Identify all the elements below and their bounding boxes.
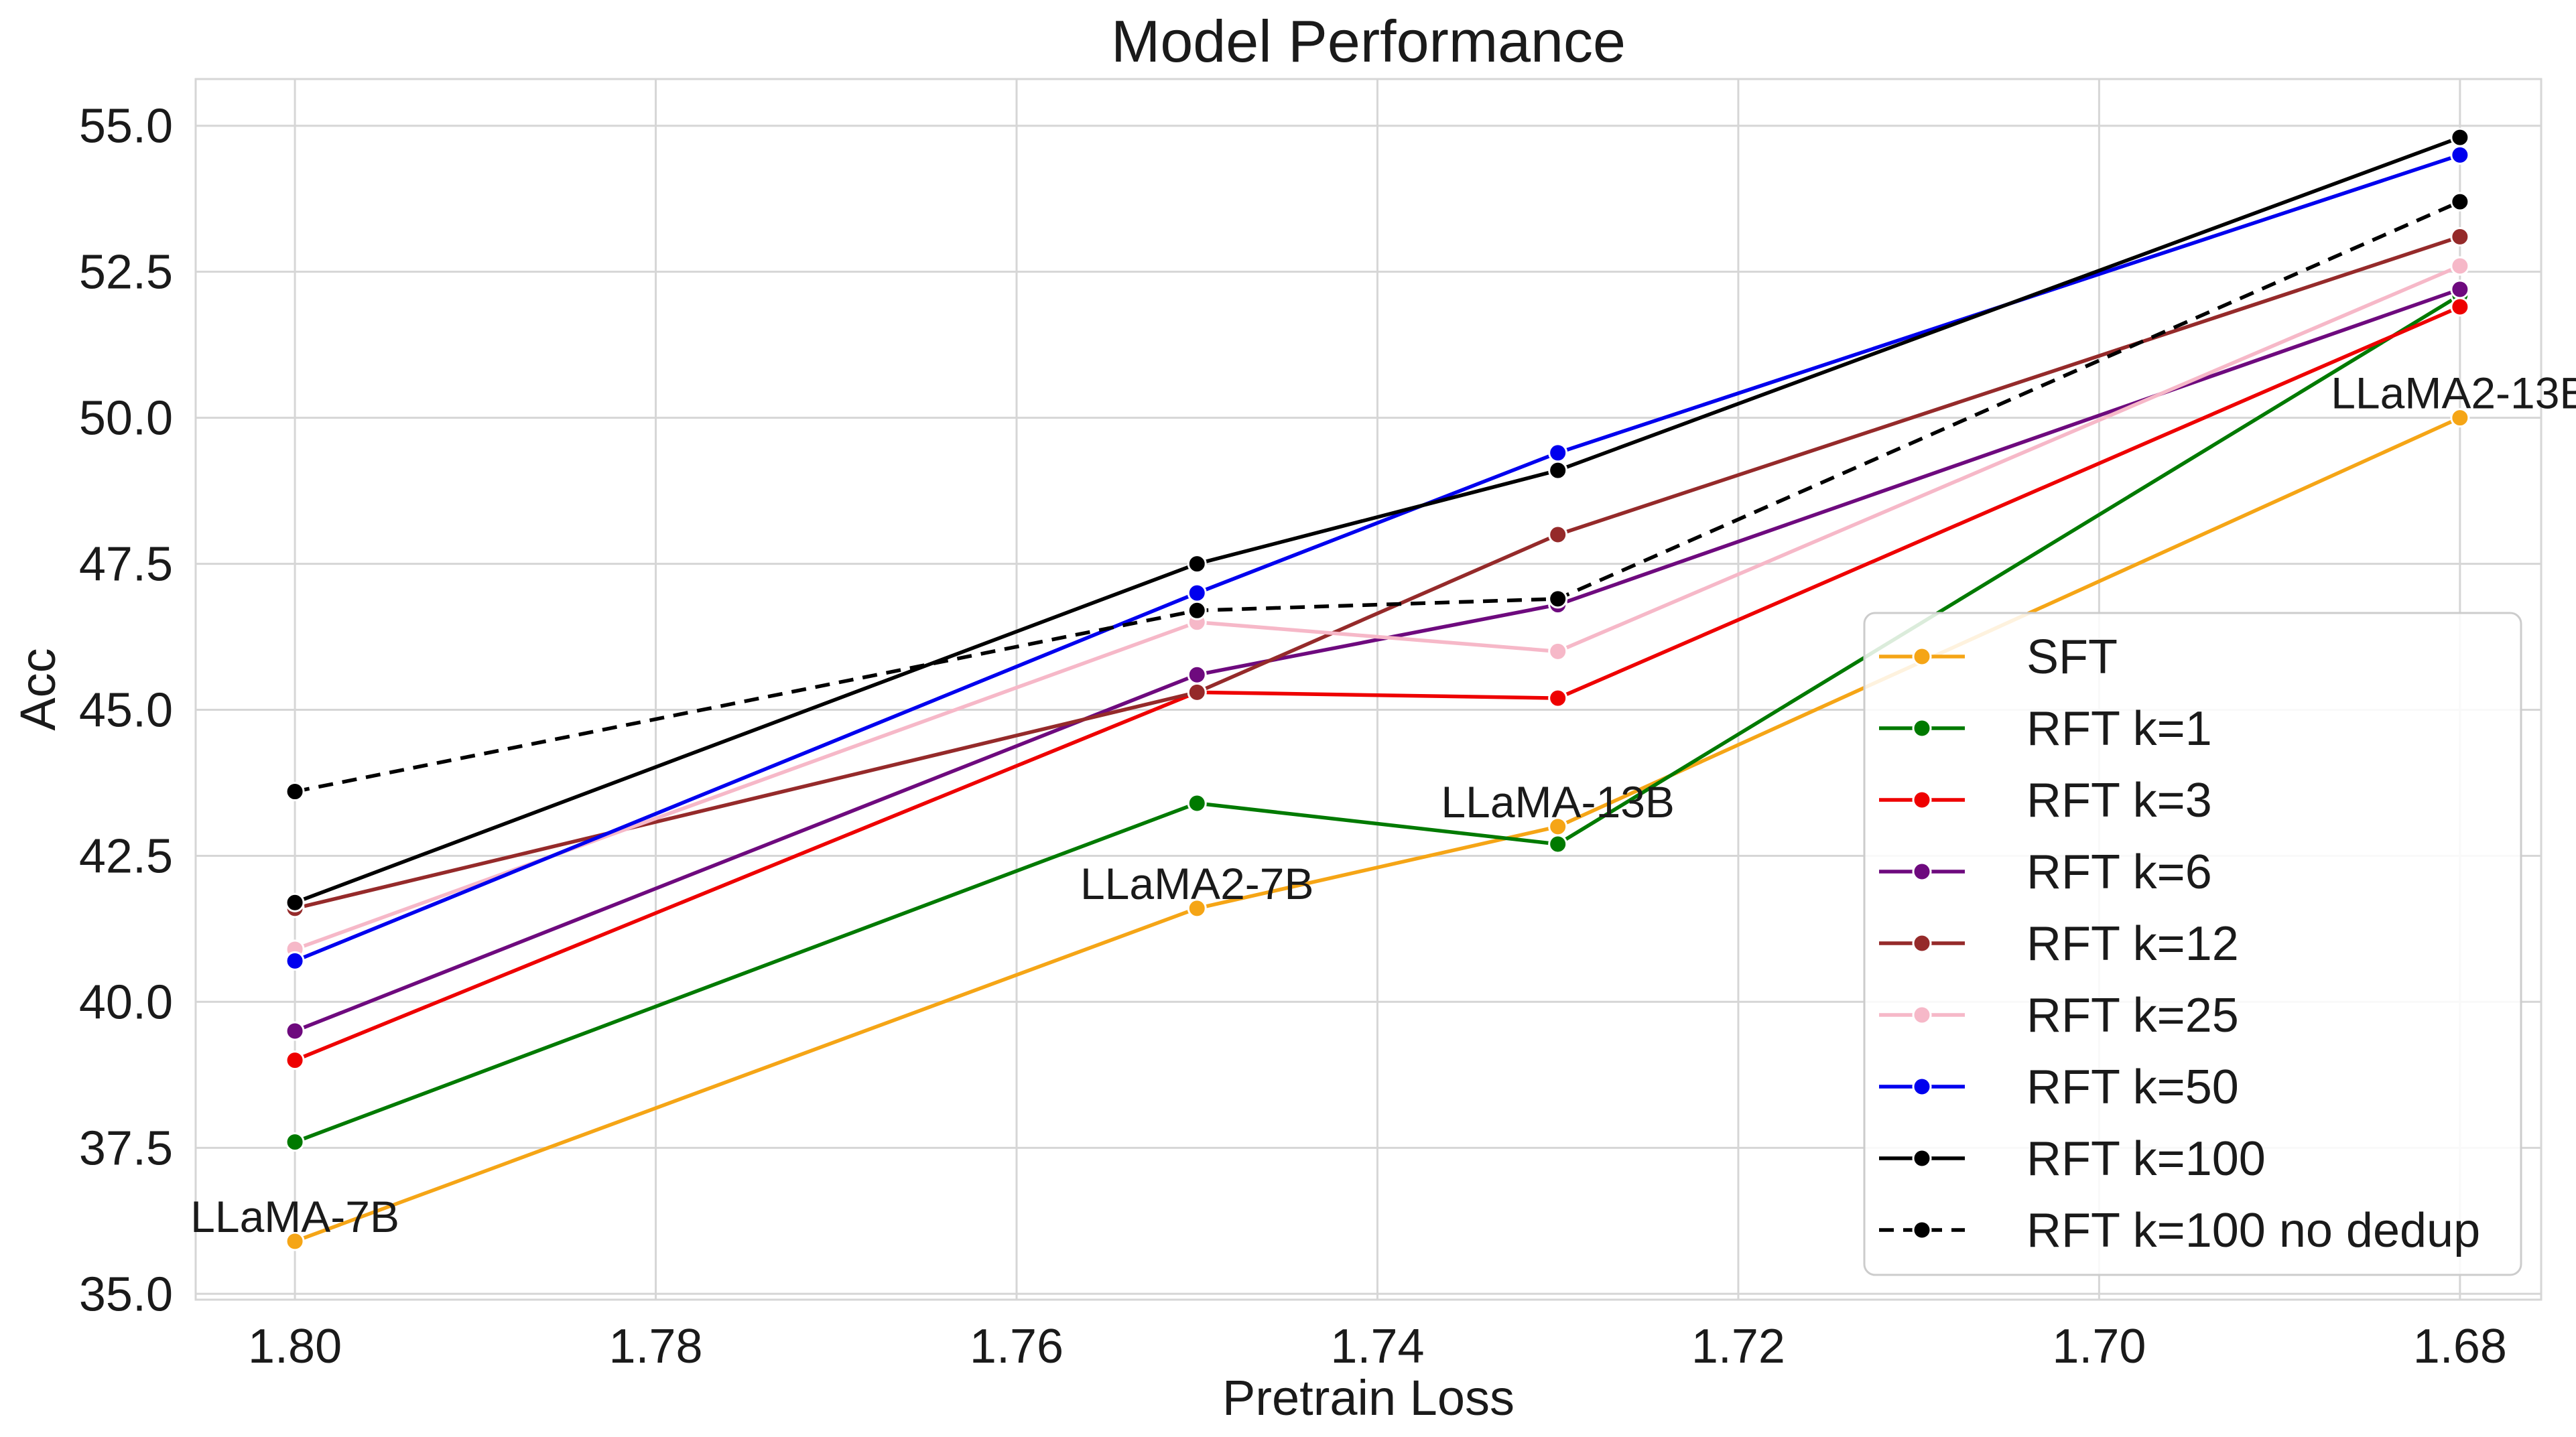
x-tick-label: 1.70 bbox=[2052, 1320, 2146, 1373]
x-tick-label: 1.80 bbox=[248, 1320, 342, 1373]
data-point-rft-k-100-no-dedup bbox=[2450, 192, 2470, 212]
legend-item-rft-k-25: RFT k=25 bbox=[1879, 989, 2239, 1042]
y-tick-label: 35.0 bbox=[79, 1268, 173, 1321]
legend-label: RFT k=100 bbox=[2026, 1132, 2266, 1186]
legend-label: RFT k=3 bbox=[2026, 774, 2212, 827]
data-point-rft-k-12 bbox=[1187, 682, 1207, 702]
series-line-rft-k-3 bbox=[294, 305, 2461, 1063]
legend-item-rft-k-3: RFT k=3 bbox=[1879, 774, 2212, 827]
legend-label: RFT k=50 bbox=[2026, 1060, 2239, 1114]
y-tick-label: 47.5 bbox=[79, 538, 173, 592]
data-point-rft-k-50 bbox=[2450, 145, 2470, 165]
legend-box bbox=[1863, 612, 2522, 1276]
legend-swatch-marker bbox=[1912, 1005, 1932, 1025]
chart-title: Model Performance bbox=[1111, 8, 1626, 74]
series-rft-k-100-no-dedup bbox=[285, 192, 2470, 802]
legend: SFT RFT k=1 RFT k=3 RFT k=6 RFT k=12 RFT k=25… bbox=[1863, 612, 2522, 1276]
legend-label: RFT k=100 no dedup bbox=[2026, 1204, 2480, 1257]
y-tick-label: 55.0 bbox=[79, 100, 173, 153]
legend-swatch-marker bbox=[1912, 718, 1932, 738]
data-point-rft-k-50 bbox=[1548, 443, 1568, 463]
legend-swatch-marker bbox=[1912, 646, 1932, 667]
legend-swatch-marker bbox=[1912, 1220, 1932, 1240]
data-point-rft-k-100-no-dedup bbox=[1548, 589, 1568, 609]
series-line-rft-k-6 bbox=[294, 287, 2461, 1033]
y-tick-label: 40.0 bbox=[79, 975, 173, 1029]
annotation-label: LLaMA-7B bbox=[190, 1192, 399, 1241]
legend-item-rft-k-12: RFT k=12 bbox=[1879, 917, 2239, 971]
data-point-rft-k-12 bbox=[2450, 226, 2470, 247]
data-point-sft bbox=[1187, 898, 1207, 918]
data-point-rft-k-1 bbox=[1187, 793, 1207, 813]
data-point-rft-k-25 bbox=[2450, 256, 2470, 276]
legend-label: RFT k=12 bbox=[2026, 917, 2239, 971]
data-point-rft-k-25 bbox=[1548, 641, 1568, 661]
data-point-rft-k-6 bbox=[1187, 665, 1207, 685]
legend-swatch-marker bbox=[1912, 1077, 1932, 1097]
data-point-rft-k-3 bbox=[285, 1050, 305, 1071]
y-tick-label: 50.0 bbox=[79, 392, 173, 446]
x-tick-label: 1.68 bbox=[2413, 1320, 2507, 1373]
legend-item-rft-k-1: RFT k=1 bbox=[1879, 702, 2212, 756]
legend-swatch-marker bbox=[1912, 1148, 1932, 1168]
series-line-rft-k-12 bbox=[294, 234, 2461, 910]
legend-item-rft-k-100-no-dedup: RFT k=100 no dedup bbox=[1879, 1204, 2480, 1257]
legend-item-rft-k-50: RFT k=50 bbox=[1879, 1060, 2239, 1114]
data-point-rft-k-50 bbox=[285, 951, 305, 971]
y-axis-label: Acc bbox=[10, 648, 66, 730]
y-tick-label: 37.5 bbox=[79, 1121, 173, 1175]
annotations: LLaMA-7B LLaMA2-7B LLaMA-13B LLaMA2-13B bbox=[190, 368, 2576, 1241]
legend-label: RFT k=25 bbox=[2026, 989, 2239, 1042]
annotation-label: LLaMA2-7B bbox=[1080, 859, 1314, 908]
legend-label: SFT bbox=[2026, 630, 2118, 684]
legend-label: RFT k=6 bbox=[2026, 845, 2212, 899]
data-point-sft bbox=[285, 1231, 305, 1251]
legend-item-rft-k-100: RFT k=100 bbox=[1879, 1132, 2266, 1186]
y-tick-label: 45.0 bbox=[79, 684, 173, 738]
series-line-rft-k-100 bbox=[294, 135, 2461, 904]
data-point-sft bbox=[2450, 408, 2470, 428]
tick-labels: 1.80 1.78 1.76 1.74 1.72 1.70 1.68 35.0 37.5 40.0… bbox=[79, 100, 2507, 1373]
series-line-rft-k-25 bbox=[294, 264, 2461, 951]
data-point-rft-k-100 bbox=[1187, 554, 1207, 574]
data-point-rft-k-3 bbox=[1548, 688, 1568, 708]
x-tick-label: 1.72 bbox=[1691, 1320, 1785, 1373]
legend-swatch-marker bbox=[1912, 790, 1932, 810]
data-point-rft-k-6 bbox=[2450, 279, 2470, 299]
x-axis-label: Pretrain Loss bbox=[1222, 1370, 1515, 1426]
data-point-rft-k-50 bbox=[1187, 583, 1207, 603]
annotation-label: LLaMA2-13B bbox=[2331, 368, 2576, 418]
series-rft-k-12 bbox=[285, 226, 2470, 918]
x-tick-label: 1.74 bbox=[1330, 1320, 1424, 1373]
legend-swatch-marker bbox=[1912, 862, 1932, 882]
data-point-rft-k-100-no-dedup bbox=[285, 782, 305, 802]
series-line-rft-k-1 bbox=[294, 293, 2461, 1144]
y-tick-label: 42.5 bbox=[79, 829, 173, 883]
data-point-rft-k-100 bbox=[1548, 460, 1568, 480]
data-point-rft-k-6 bbox=[285, 1021, 305, 1041]
series-rft-k-6 bbox=[285, 279, 2470, 1041]
legend-item-sft: SFT bbox=[1879, 630, 2118, 684]
legend-item-rft-k-6: RFT k=6 bbox=[1879, 845, 2212, 899]
annotation-label: LLaMA-13B bbox=[1441, 777, 1675, 827]
data-point-rft-k-100-no-dedup bbox=[1187, 600, 1207, 620]
legend-swatch-marker bbox=[1912, 933, 1932, 953]
series-rft-k-100 bbox=[285, 127, 2470, 912]
data-point-rft-k-100 bbox=[2450, 127, 2470, 147]
data-point-rft-k-1 bbox=[285, 1132, 305, 1152]
x-tick-label: 1.76 bbox=[970, 1320, 1064, 1373]
data-point-rft-k-3 bbox=[2450, 297, 2470, 317]
data-point-rft-k-1 bbox=[1548, 834, 1568, 854]
series-group bbox=[285, 127, 2470, 1251]
legend-label: RFT k=1 bbox=[2026, 702, 2212, 756]
data-point-rft-k-100 bbox=[285, 892, 305, 912]
y-tick-label: 52.5 bbox=[79, 246, 173, 299]
series-line-rft-k-100-no-dedup bbox=[294, 200, 2461, 794]
x-tick-label: 1.78 bbox=[608, 1320, 702, 1373]
data-point-rft-k-12 bbox=[1548, 525, 1568, 545]
